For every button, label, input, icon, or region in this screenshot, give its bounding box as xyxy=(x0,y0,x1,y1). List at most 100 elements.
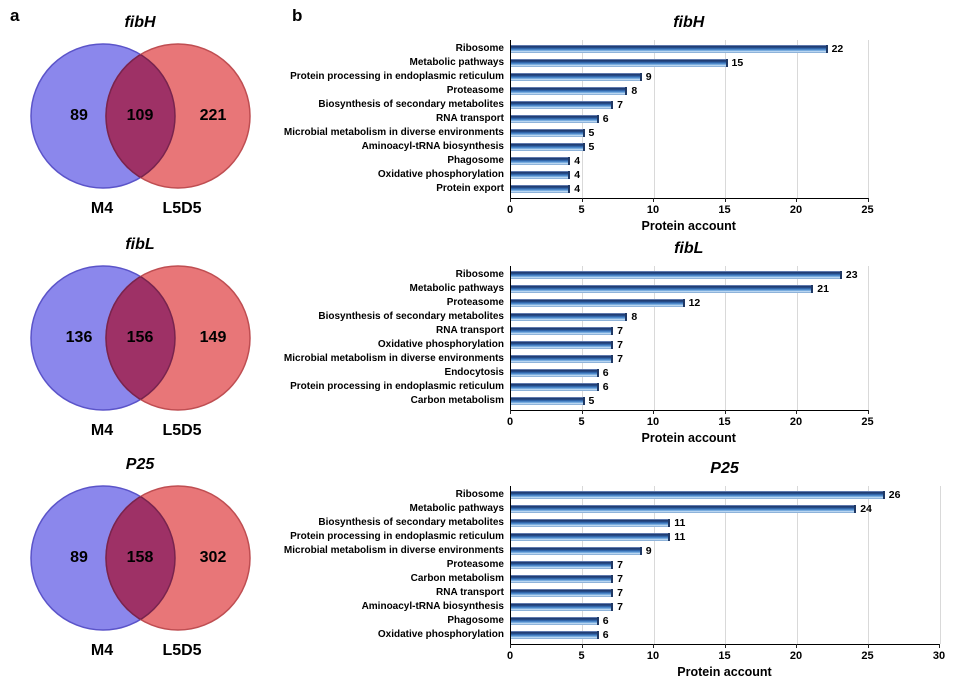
category-label: Aminoacyl-tRNA biosynthesis xyxy=(361,601,504,612)
plot-area: 26 24 11 11 9 7 7 7 7 6 6 xyxy=(510,486,941,645)
value-label: 7 xyxy=(617,601,623,613)
gridline xyxy=(725,266,726,410)
tick-label: 5 xyxy=(578,416,585,428)
value-label: 7 xyxy=(617,587,623,599)
tick-mark xyxy=(724,410,726,414)
bar xyxy=(511,341,614,349)
tick-mark xyxy=(939,644,940,648)
venn-title: P25 xyxy=(125,456,155,473)
tick-mark xyxy=(796,198,797,202)
gridline xyxy=(939,486,941,644)
venn-right-value: 302 xyxy=(199,549,227,566)
tick-mark xyxy=(581,198,583,202)
tick-mark xyxy=(510,198,511,202)
category-label: Biosynthesis of secondary metabolites xyxy=(318,517,504,528)
category-label: RNA transport xyxy=(436,325,504,336)
tick-label: 10 xyxy=(646,204,660,216)
bar xyxy=(511,73,642,81)
gridline xyxy=(653,40,655,198)
venn-overlap-value: 109 xyxy=(126,107,154,124)
x-axis-label: Protein account xyxy=(641,431,736,445)
tick-mark xyxy=(796,410,797,414)
value-label: 7 xyxy=(617,325,623,337)
bar xyxy=(511,143,585,151)
venn-overlap-value: 156 xyxy=(126,329,154,346)
x-axis-label: Protein account xyxy=(641,219,736,233)
x-axis-label: Protein account xyxy=(677,665,772,678)
category-label: Carbon metabolism xyxy=(410,573,504,584)
tick-mark xyxy=(724,198,726,202)
value-label: 26 xyxy=(888,489,901,501)
value-label: 5 xyxy=(588,141,595,153)
value-label: 8 xyxy=(631,85,638,97)
category-label: Metabolic pathways xyxy=(409,283,504,294)
tick-mark xyxy=(796,644,797,648)
tick-label: 5 xyxy=(578,650,585,662)
gridline xyxy=(868,266,869,410)
tick-mark xyxy=(724,644,726,648)
category-label: Proteasome xyxy=(446,559,504,570)
value-label: 7 xyxy=(617,559,623,571)
bar xyxy=(511,129,585,137)
value-label: 6 xyxy=(602,615,609,627)
value-label: 7 xyxy=(617,353,623,365)
value-label: 4 xyxy=(574,183,581,195)
chart-title: fibL xyxy=(674,240,704,257)
category-label: Microbial metabolism in diverse environm… xyxy=(283,127,504,138)
category-label: Ribosome xyxy=(455,43,504,54)
category-label: Phagosome xyxy=(447,155,504,166)
tick-label: 15 xyxy=(718,204,731,216)
category-label: Oxidative phosphorylation xyxy=(377,629,504,640)
value-label: 12 xyxy=(688,297,701,309)
value-label: 6 xyxy=(602,113,609,125)
venn-circles xyxy=(30,43,251,189)
gridline xyxy=(796,40,798,198)
bar xyxy=(511,617,599,625)
value-label: 6 xyxy=(602,629,609,641)
category-label: Protein processing in endoplasmic reticu… xyxy=(290,531,504,542)
bar xyxy=(511,561,614,569)
tick-label: 20 xyxy=(789,416,803,428)
venn-right-value: 149 xyxy=(199,329,227,346)
venn-right-set-label: L5D5 xyxy=(162,642,202,659)
gridline xyxy=(653,266,655,410)
value-label: 5 xyxy=(588,395,595,407)
venn-left-value: 89 xyxy=(70,107,88,124)
bar xyxy=(511,115,599,123)
venn-left-value: 89 xyxy=(70,549,88,566)
tick-mark xyxy=(867,644,869,648)
tick-label: 0 xyxy=(506,650,514,662)
venn-diagram-fibL: fibL 136 156 149 M4 L5D5 xyxy=(0,236,285,458)
venn-right-value: 221 xyxy=(199,107,227,124)
bar xyxy=(511,575,614,583)
venn-overlap-region xyxy=(105,266,175,410)
bar xyxy=(511,101,614,109)
tick-mark xyxy=(510,410,511,414)
bar xyxy=(511,299,685,307)
tick-label: 5 xyxy=(578,204,585,216)
bar xyxy=(511,519,671,527)
venn-left-set-label: M4 xyxy=(90,422,114,439)
category-label: Ribosome xyxy=(455,489,504,500)
value-label: 4 xyxy=(574,155,581,167)
bar xyxy=(511,491,885,499)
value-label: 6 xyxy=(602,381,609,393)
bar-chart-fibL: fibL 23 21 12 8 7 7 7 6 6 5 Ribosome Metabolic pathw… xyxy=(284,240,964,472)
gridline xyxy=(725,486,726,644)
bar xyxy=(511,355,614,363)
value-label: 7 xyxy=(617,99,623,111)
tick-mark xyxy=(867,410,869,414)
category-label: Ribosome xyxy=(455,269,504,280)
bar xyxy=(511,383,599,391)
value-label: 11 xyxy=(674,531,686,543)
venn-overlap-edge xyxy=(106,44,176,188)
value-label: 21 xyxy=(817,283,829,295)
tick-label: 25 xyxy=(861,650,874,662)
venn-right-set-label: L5D5 xyxy=(162,422,202,439)
bar xyxy=(511,505,857,513)
category-label: Protein export xyxy=(436,183,504,194)
bar xyxy=(511,271,842,279)
category-label: Protein processing in endoplasmic reticu… xyxy=(290,381,504,392)
category-label: Oxidative phosphorylation xyxy=(377,169,504,180)
